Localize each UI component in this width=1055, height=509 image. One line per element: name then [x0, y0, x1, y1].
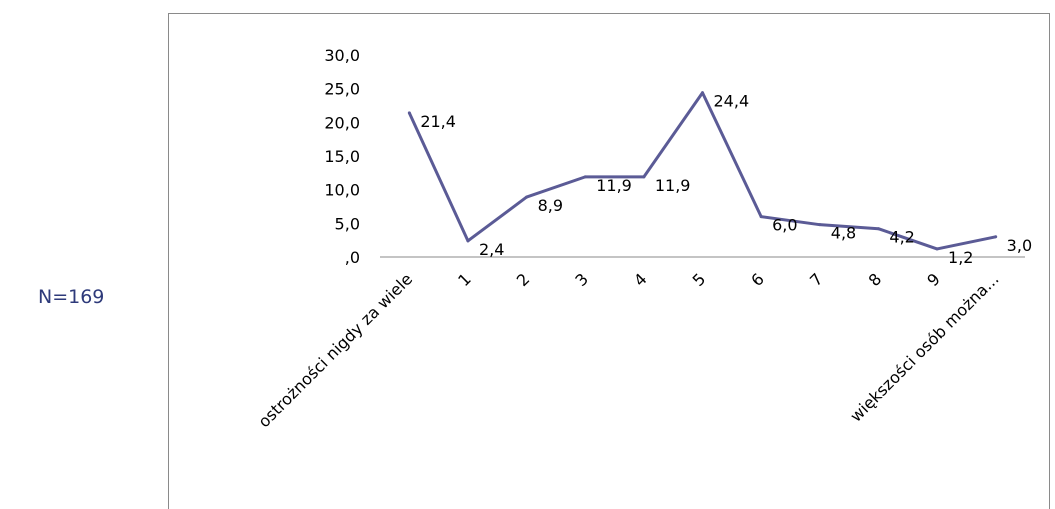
- data-label: 3,0: [1007, 236, 1032, 255]
- data-label: 8,9: [538, 196, 563, 215]
- data-point: [935, 247, 939, 251]
- x-category-label: 4: [630, 269, 651, 290]
- sample-size-note: N=169: [38, 286, 105, 308]
- y-axis-ticks: ,0 5,0 10,0 15,0 20,0 25,0 30,0: [324, 46, 360, 267]
- x-axis-category-labels: ostrożności nigdy za wiele 1 2 3 4 5 6 7 8 9więks…: [254, 269, 1002, 431]
- x-category-label: 8: [865, 269, 886, 290]
- data-label: 6,0: [772, 216, 797, 235]
- data-point: [642, 175, 646, 179]
- data-point: [583, 175, 587, 179]
- data-label: 4,2: [889, 228, 914, 247]
- y-tick-label: ,0: [345, 248, 360, 267]
- y-tick-label: 20,0: [324, 113, 360, 132]
- data-label: 2,4: [479, 240, 504, 259]
- x-category-label: większości osób można...: [846, 269, 1002, 425]
- x-category-label: 3: [571, 269, 592, 290]
- y-tick-label: 10,0: [324, 181, 360, 200]
- x-category-label: 1: [454, 269, 475, 290]
- data-label: 21,4: [420, 112, 456, 131]
- data-label: 11,9: [655, 176, 691, 195]
- data-label: 1,2: [948, 248, 973, 267]
- y-tick-label: 5,0: [335, 214, 360, 233]
- x-category-label: 6: [747, 269, 768, 290]
- data-point: [407, 111, 411, 115]
- chart-frame: [168, 13, 1050, 509]
- data-point: [876, 227, 880, 231]
- data-label: 24,4: [714, 92, 750, 111]
- y-tick-label: 15,0: [324, 147, 360, 166]
- data-point: [994, 235, 998, 239]
- x-category-label: 5: [689, 269, 710, 290]
- x-category-label: 9: [923, 269, 944, 290]
- data-point: [466, 239, 470, 243]
- y-tick-label: 25,0: [324, 80, 360, 99]
- x-category-label: ostrożności nigdy za wiele: [254, 269, 416, 431]
- y-tick-label: 30,0: [324, 46, 360, 65]
- series-line: [407, 91, 996, 251]
- data-point: [818, 223, 822, 227]
- data-point: [525, 195, 529, 199]
- data-labels: 21,4 2,4 8,9 11,9 11,9 24,4 6,0 4,8 4,2 1,2 3,0: [420, 92, 1032, 267]
- data-points: [407, 91, 998, 251]
- x-category-label: 7: [806, 269, 827, 290]
- data-point: [701, 91, 704, 95]
- data-label: 4,8: [831, 224, 856, 243]
- data-label: 11,9: [596, 176, 632, 195]
- data-point: [759, 215, 763, 219]
- x-category-label: 2: [513, 269, 534, 290]
